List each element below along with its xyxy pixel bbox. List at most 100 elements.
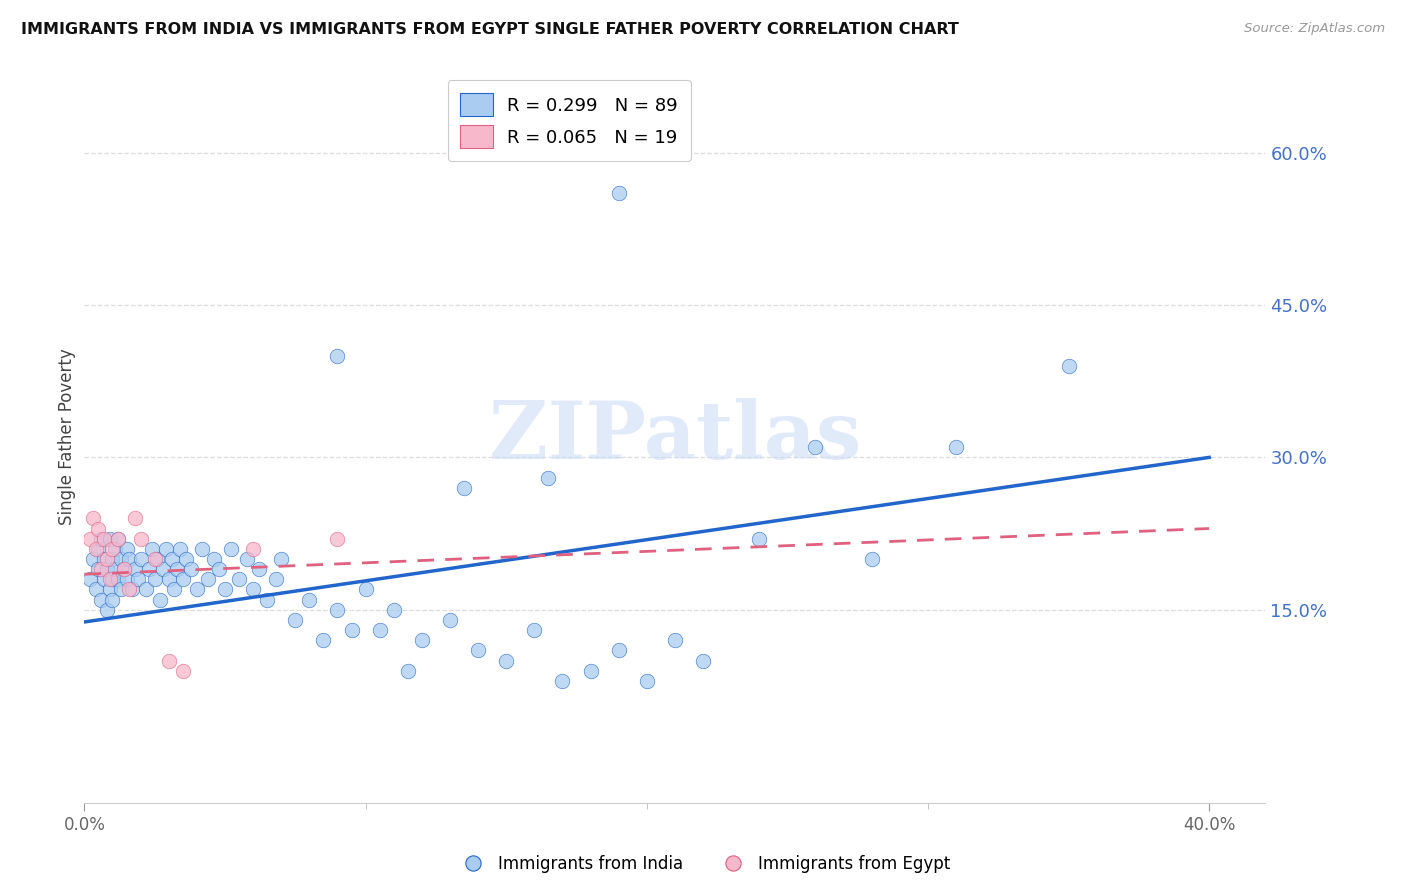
Point [112, 562, 135, 576]
Point [135, 582, 157, 597]
Point [104, 562, 127, 576]
Point [157, 654, 180, 668]
Y-axis label: Single Father Poverty: Single Father Poverty [58, 349, 76, 525]
Point [180, 562, 202, 576]
Text: ZIPatlas: ZIPatlas [489, 398, 860, 476]
Point [312, 633, 335, 648]
Point [579, 664, 602, 678]
Point [551, 673, 574, 688]
Point [166, 562, 188, 576]
Point [340, 623, 363, 637]
Point [214, 582, 236, 597]
Point [101, 552, 124, 566]
Point [82, 511, 104, 525]
Point [202, 552, 225, 566]
Point [172, 664, 194, 678]
Point [495, 654, 517, 668]
Text: IMMIGRANTS FROM INDIA VS IMMIGRANTS FROM EGYPT SINGLE FATHER POVERTY CORRELATION: IMMIGRANTS FROM INDIA VS IMMIGRANTS FROM… [21, 22, 959, 37]
Point [107, 532, 129, 546]
Point [129, 532, 152, 546]
Point [93, 552, 115, 566]
Point [191, 541, 214, 556]
Point [298, 592, 321, 607]
Point [118, 582, 141, 597]
Point [118, 552, 141, 566]
Point [96, 552, 118, 566]
Point [84, 582, 107, 597]
Point [107, 572, 129, 586]
Point [87, 522, 110, 536]
Point [110, 552, 132, 566]
Text: Source: ZipAtlas.com: Source: ZipAtlas.com [1244, 22, 1385, 36]
Point [219, 541, 242, 556]
Point [860, 552, 883, 566]
Point [138, 562, 160, 576]
Point [110, 582, 132, 597]
Point [382, 603, 405, 617]
Point [90, 532, 112, 546]
Point [157, 572, 180, 586]
Point [141, 541, 163, 556]
Point [242, 582, 264, 597]
Point [101, 572, 124, 586]
Point [804, 440, 827, 454]
Point [112, 562, 135, 576]
Point [98, 572, 121, 586]
Point [664, 633, 686, 648]
Point [143, 552, 166, 566]
Point [115, 572, 138, 586]
Point [326, 349, 349, 363]
Point [79, 532, 101, 546]
Point [104, 541, 127, 556]
Point [107, 532, 129, 546]
Point [87, 541, 110, 556]
Point [1057, 359, 1080, 373]
Point [149, 592, 172, 607]
Point [174, 552, 197, 566]
Point [90, 562, 112, 576]
Point [354, 582, 377, 597]
Point [264, 572, 287, 586]
Point [169, 541, 191, 556]
Point [98, 582, 121, 597]
Point [124, 511, 146, 525]
Point [115, 541, 138, 556]
Point [208, 562, 231, 576]
Point [186, 582, 208, 597]
Point [247, 562, 270, 576]
Point [467, 643, 489, 657]
Point [101, 541, 124, 556]
Point [172, 572, 194, 586]
Point [256, 592, 278, 607]
Point [945, 440, 967, 454]
Point [152, 562, 174, 576]
Point [636, 673, 658, 688]
Point [155, 541, 177, 556]
Point [101, 592, 124, 607]
Point [236, 552, 259, 566]
Point [692, 654, 714, 668]
Point [607, 186, 630, 201]
Point [98, 532, 121, 546]
Point [93, 532, 115, 546]
Legend: Immigrants from India, Immigrants from Egypt: Immigrants from India, Immigrants from E… [450, 848, 956, 880]
Point [197, 572, 219, 586]
Point [87, 562, 110, 576]
Point [607, 643, 630, 657]
Point [270, 552, 292, 566]
Point [326, 532, 349, 546]
Legend: R = 0.299   N = 89, R = 0.065   N = 19: R = 0.299 N = 89, R = 0.065 N = 19 [447, 80, 690, 161]
Point [228, 572, 250, 586]
Point [439, 613, 461, 627]
Point [90, 592, 112, 607]
Point [160, 552, 183, 566]
Point [748, 532, 770, 546]
Point [84, 541, 107, 556]
Point [396, 664, 419, 678]
Point [411, 633, 433, 648]
Point [537, 471, 560, 485]
Point [146, 552, 169, 566]
Point [93, 572, 115, 586]
Point [127, 572, 149, 586]
Point [284, 613, 307, 627]
